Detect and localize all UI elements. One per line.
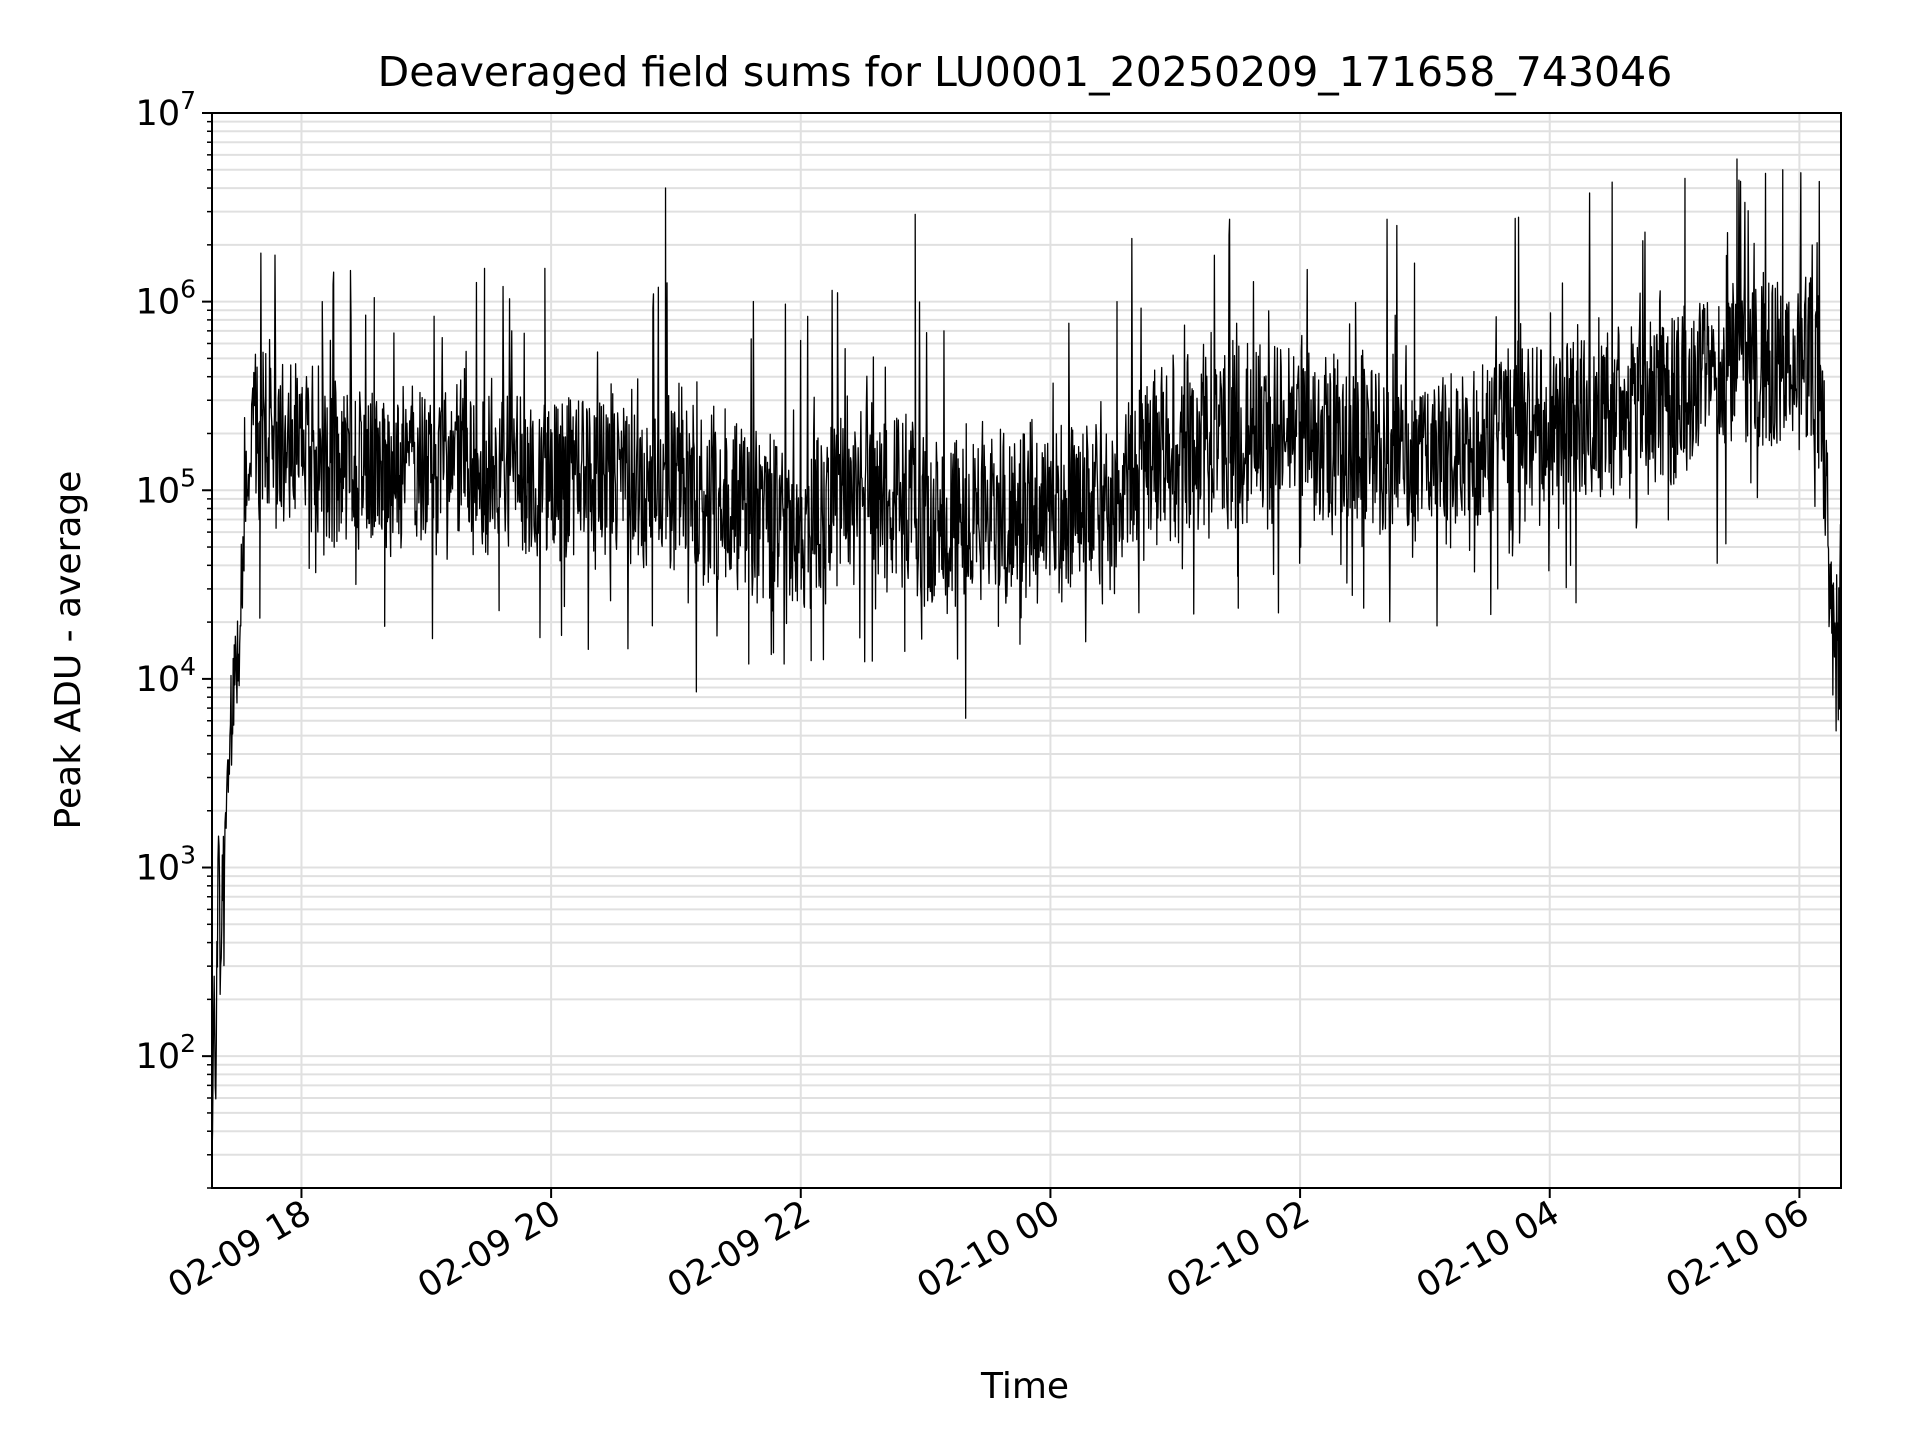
y-axis-label: Peak ADU - average [48, 471, 89, 830]
y-tick-exponent: 3 [180, 841, 196, 870]
series-line [211, 158, 1842, 1157]
x-axis-label: Time [980, 1366, 1069, 1407]
plot-frame [211, 112, 1842, 1189]
y-tick-exponent: 7 [180, 86, 196, 115]
series-layer [211, 158, 1842, 1157]
y-tick-exponent: 2 [180, 1029, 196, 1058]
y-tick-exponent: 6 [180, 275, 196, 304]
y-tick-exponent: 4 [180, 652, 196, 681]
y-tick-exponent: 5 [180, 463, 196, 492]
chart-title: Deaveraged field sums for LU0001_2025020… [378, 48, 1673, 96]
